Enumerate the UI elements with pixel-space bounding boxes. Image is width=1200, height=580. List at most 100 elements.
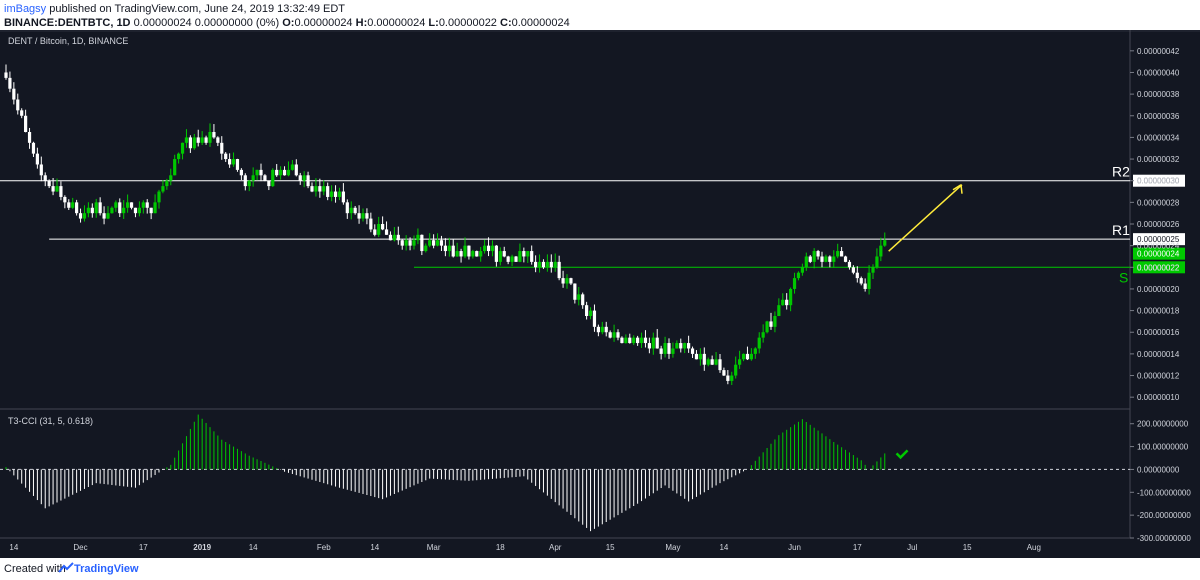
candle-body <box>59 186 63 197</box>
cci-pane-title: T3-CCI (31, 5, 0.618) <box>8 416 93 426</box>
candle-body <box>781 299 785 306</box>
price-tick-label: 0.00000040 <box>1137 68 1180 77</box>
candle-body <box>620 337 624 344</box>
price-tick-label: 0.00000034 <box>1137 133 1180 142</box>
candle-body <box>600 326 604 333</box>
candle-body <box>27 132 32 143</box>
cci-tick-label: -100.00000000 <box>1137 488 1191 497</box>
candle-body <box>769 321 773 327</box>
candle-body <box>722 370 726 376</box>
candle-body <box>404 240 408 246</box>
candle-body <box>447 245 451 252</box>
price-pane-title: DENT / Bitcoin, 1D, BINANCE <box>8 36 128 46</box>
cci-tick-label: 0.00000000 <box>1137 465 1180 474</box>
candle-body <box>785 299 789 306</box>
candle-body <box>608 332 612 338</box>
candle-body <box>557 261 561 279</box>
s-price-label-bg <box>1133 261 1185 274</box>
candle-body <box>777 305 781 316</box>
candle-body <box>126 202 130 208</box>
candle-body <box>757 337 761 349</box>
candle-body <box>526 251 530 257</box>
candle-body <box>510 256 514 262</box>
candle-body <box>812 251 816 262</box>
candle-body <box>789 288 793 306</box>
candle-body <box>765 321 769 333</box>
candle-body <box>137 207 141 214</box>
candle-body <box>369 218 373 230</box>
low-value: 0.00000022 <box>438 17 497 29</box>
candle-body <box>377 224 381 235</box>
candle-body <box>624 337 628 344</box>
s-price-label: 0.00000022 <box>1137 263 1180 272</box>
candle-body <box>286 169 291 176</box>
candle-body <box>475 251 479 257</box>
candle-body <box>585 305 589 316</box>
time-tick-label: 17 <box>853 543 862 552</box>
candle-body <box>816 251 820 257</box>
author-link[interactable]: imBagsy <box>4 3 47 15</box>
candle-body <box>432 240 436 246</box>
candle-body <box>718 359 722 371</box>
candle-body <box>522 251 526 257</box>
low-label: L: <box>428 17 439 29</box>
time-tick-label: Jul <box>907 543 917 552</box>
candle-body <box>239 169 243 176</box>
cci-tick-label: -300.00000000 <box>1137 534 1191 543</box>
time-tick-label: May <box>665 543 680 552</box>
candle-body <box>836 251 840 257</box>
candle-body <box>773 316 777 327</box>
candle-body <box>302 175 306 181</box>
candle-body <box>224 153 228 160</box>
candle-body <box>279 169 283 176</box>
candle-body <box>8 77 12 89</box>
candle-body <box>251 175 255 181</box>
time-tick-label: 18 <box>496 543 505 552</box>
close-value: 0.00000024 <box>511 17 570 29</box>
candle-body <box>255 169 259 176</box>
candle-body <box>463 245 467 257</box>
candle-body <box>110 207 114 214</box>
candle-body <box>655 337 659 349</box>
candle-body <box>537 261 542 268</box>
time-tick-label: 17 <box>139 543 148 552</box>
candle-body <box>859 278 863 284</box>
chart-canvas[interactable]: R2R1S0.000000300.000000250.000000240.000… <box>0 30 1200 558</box>
candle-body <box>149 207 153 214</box>
candle-body <box>349 207 353 214</box>
candle-body <box>518 251 522 262</box>
candle-body <box>326 186 330 197</box>
candle-body <box>416 234 420 241</box>
candle-body <box>341 191 345 203</box>
candle-body <box>24 115 28 132</box>
candle-body <box>792 278 797 289</box>
candle-body <box>330 191 334 197</box>
candle-body <box>796 272 801 279</box>
candle-body <box>420 234 424 252</box>
candle-body <box>365 213 369 219</box>
candle-body <box>734 364 738 376</box>
candle-body <box>259 169 263 176</box>
candle-body <box>165 180 169 187</box>
candle-body <box>90 207 94 214</box>
candle-body <box>86 207 90 214</box>
time-tick-label: Feb <box>317 543 331 552</box>
candle-body <box>82 213 87 219</box>
price-tick-label: 0.00000024 <box>1137 242 1180 251</box>
candle-body <box>212 132 216 138</box>
candle-body <box>808 256 812 262</box>
cci-tick-label: 200.00000000 <box>1137 420 1189 429</box>
candle-body <box>651 337 655 349</box>
candle-body <box>153 202 157 214</box>
candle-body <box>514 256 518 262</box>
current-price-label-bg <box>1133 247 1185 260</box>
candle-body <box>353 207 357 214</box>
open-value: 0.00000024 <box>294 17 353 29</box>
candle-body <box>55 186 59 192</box>
candle-body <box>749 353 753 360</box>
tradingview-link[interactable]: TradingView <box>74 563 139 575</box>
time-tick-label: Apr <box>549 543 562 552</box>
s-label: S <box>1119 269 1128 285</box>
candle-body <box>840 251 844 257</box>
price-tick-label: 0.00000032 <box>1137 155 1180 164</box>
